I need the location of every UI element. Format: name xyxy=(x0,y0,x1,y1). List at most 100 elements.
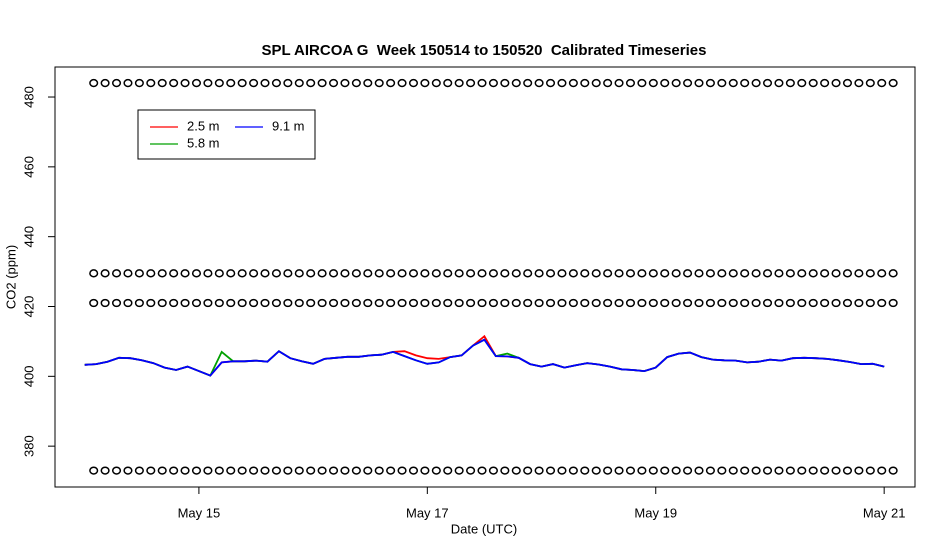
flag-marker xyxy=(249,466,259,475)
flag-marker xyxy=(169,466,179,475)
flag-marker xyxy=(374,269,384,278)
flag-marker xyxy=(123,269,133,278)
flag-marker xyxy=(203,466,213,475)
flag-marker xyxy=(740,78,750,88)
flag-marker xyxy=(488,269,498,278)
y-tick-label: 400 xyxy=(21,365,36,387)
flag-marker xyxy=(283,269,293,278)
flag-marker xyxy=(603,269,613,278)
flag-marker xyxy=(660,269,670,278)
flag-marker xyxy=(294,298,304,308)
flag-marker xyxy=(888,269,898,278)
flag-marker xyxy=(854,298,864,308)
flag-marker xyxy=(157,298,167,308)
flag-marker xyxy=(888,298,898,308)
flag-marker xyxy=(523,78,533,88)
flag-marker xyxy=(820,466,830,475)
flag-marker xyxy=(214,78,224,88)
flag-marker xyxy=(180,466,190,475)
flag-marker xyxy=(557,269,567,278)
y-tick-label: 460 xyxy=(21,156,36,178)
flag-marker xyxy=(500,466,510,475)
flag-marker xyxy=(420,78,430,88)
flag-marker xyxy=(694,466,704,475)
flag-marker xyxy=(191,78,202,88)
flag-marker xyxy=(260,78,270,88)
flag-marker xyxy=(774,78,784,88)
flag-marker xyxy=(466,78,476,88)
flag-marker xyxy=(443,466,453,475)
flag-marker xyxy=(226,269,236,278)
flag-marker xyxy=(625,269,636,278)
flag-marker xyxy=(89,78,99,88)
flag-marker xyxy=(797,78,807,88)
flag-marker xyxy=(637,466,647,475)
flag-marker xyxy=(603,78,613,88)
flag-marker xyxy=(842,78,853,88)
flag-marker xyxy=(237,298,247,308)
flag-marker xyxy=(271,78,281,88)
flag-marker xyxy=(111,298,122,308)
flag-marker xyxy=(340,269,350,278)
flag-marker xyxy=(648,269,658,278)
flag-marker xyxy=(294,269,304,278)
flag-marker xyxy=(386,466,396,475)
flag-marker xyxy=(511,298,521,308)
flag-marker xyxy=(328,78,339,88)
flag-marker xyxy=(614,466,624,475)
flag-marker xyxy=(351,78,361,88)
flag-marker xyxy=(317,78,327,88)
flag-marker xyxy=(820,298,830,308)
flag-marker xyxy=(717,298,727,308)
flag-marker xyxy=(637,269,647,278)
flag-marker xyxy=(603,298,613,308)
flag-marker xyxy=(660,298,670,308)
flag-marker xyxy=(431,298,441,308)
flag-marker xyxy=(237,269,247,278)
flag-marker xyxy=(89,466,99,475)
flag-marker xyxy=(534,298,544,308)
flag-marker xyxy=(237,78,247,88)
flag-marker xyxy=(660,466,670,475)
flag-marker xyxy=(705,466,715,475)
flag-marker xyxy=(728,269,738,278)
flag-marker xyxy=(831,298,841,308)
flag-marker xyxy=(237,466,247,475)
flag-marker xyxy=(431,466,441,475)
flag-marker xyxy=(397,298,407,308)
flag-marker xyxy=(340,466,350,475)
flag-marker xyxy=(260,298,270,308)
flag-marker xyxy=(214,466,224,475)
flag-marker xyxy=(363,466,373,475)
flag-marker xyxy=(306,78,316,88)
flag-marker xyxy=(557,298,567,308)
flag-marker xyxy=(797,466,807,475)
flag-marker xyxy=(888,78,898,88)
flag-marker xyxy=(637,78,647,88)
flag-marker xyxy=(317,298,327,308)
flag-marker xyxy=(214,269,224,278)
flag-marker xyxy=(591,78,601,88)
flag-marker xyxy=(774,269,784,278)
flag-marker xyxy=(808,78,818,88)
flag-marker xyxy=(511,269,521,278)
flag-marker xyxy=(671,298,681,308)
flag-marker xyxy=(865,466,875,475)
legend-label: 2.5 m xyxy=(187,118,220,133)
flag-marker xyxy=(111,78,122,88)
x-tick-label: May 19 xyxy=(634,505,677,520)
flag-marker xyxy=(797,298,807,308)
flag-marker xyxy=(169,78,179,88)
flag-marker xyxy=(500,298,510,308)
flag-marker xyxy=(226,78,236,88)
flag-marker xyxy=(134,78,144,88)
flag-marker xyxy=(488,298,498,308)
flag-marker xyxy=(751,269,761,278)
flag-marker xyxy=(762,78,773,88)
flag-marker xyxy=(283,466,293,475)
flag-marker xyxy=(146,466,156,475)
flag-marker xyxy=(545,466,556,475)
flag-marker xyxy=(717,78,727,88)
flag-marker xyxy=(226,298,236,308)
flag-marker xyxy=(134,298,144,308)
